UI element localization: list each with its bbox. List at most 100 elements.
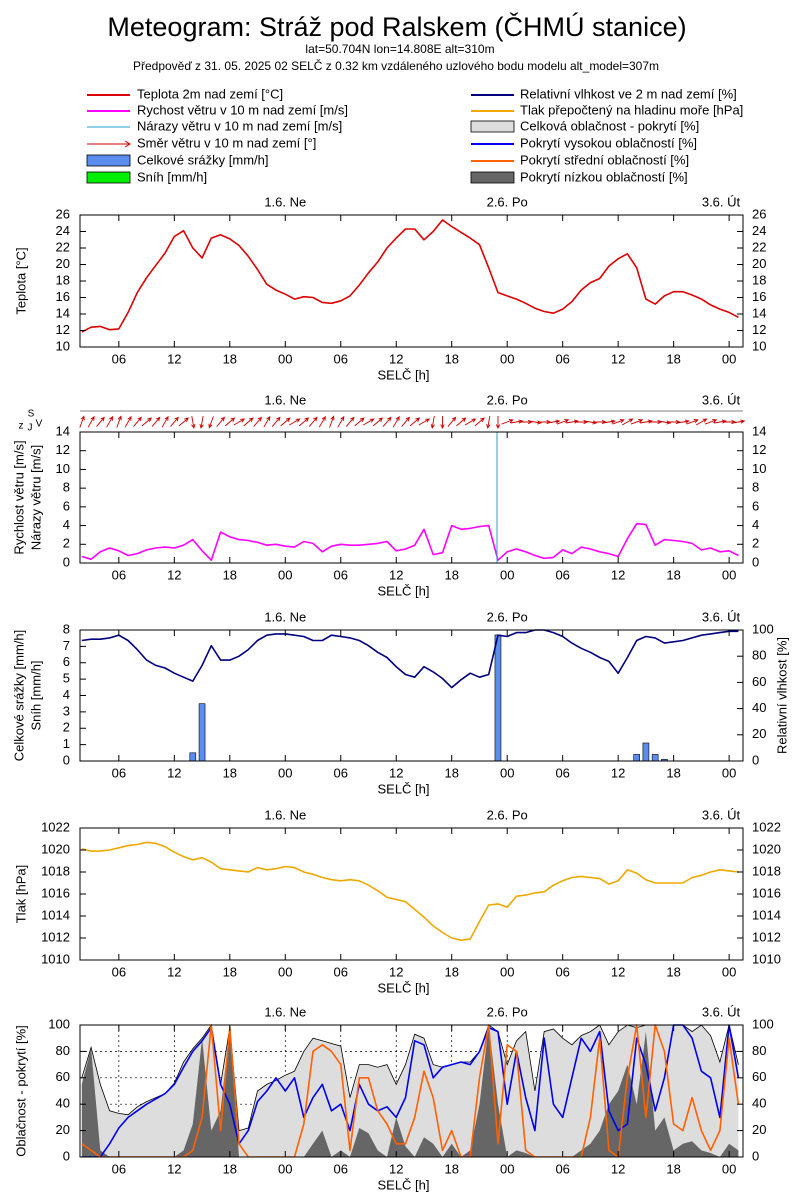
compass-letter: z <box>19 421 24 432</box>
wind-arrow <box>528 420 542 425</box>
wind-arrow <box>584 420 598 425</box>
y-tick-label: 100 <box>48 1016 70 1031</box>
y-tick-label-right: 0 <box>752 1148 759 1163</box>
plot-area <box>81 1024 740 1157</box>
legend-label: Relativní vlhkost ve 2 m nad zemí [%] <box>520 86 737 101</box>
y-tick-label: 20 <box>56 256 70 271</box>
y-tick-label: 1012 <box>41 929 70 944</box>
y-tick-label: 14 <box>56 423 70 438</box>
wind-arrow <box>486 416 491 429</box>
x-tick-label: 12 <box>167 1161 181 1176</box>
x-tick-label: 00 <box>278 964 292 979</box>
day-label: 1.6. Ne <box>264 609 306 624</box>
wind-arrow <box>418 418 431 426</box>
y-tick-label-right: 0 <box>752 554 759 569</box>
y-tick-label-right: 1012 <box>752 929 781 944</box>
wind-arrow <box>510 419 524 424</box>
y-tick-label-right: 40 <box>752 1096 766 1111</box>
wind-arrow <box>216 416 226 427</box>
y-tick-label-right: 14 <box>752 305 766 320</box>
plot-frame <box>79 629 744 762</box>
wind-arrow <box>456 417 467 427</box>
day-label: 2.6. Po <box>487 392 528 407</box>
y-tick-label: 80 <box>56 1043 70 1058</box>
plot-area <box>81 629 739 761</box>
x-axis-label: SELČ [h] <box>377 980 429 995</box>
x-tick-label: 12 <box>389 765 403 780</box>
wind-arrow <box>308 416 318 427</box>
y-tick-label: 4 <box>63 687 70 702</box>
precip-bar <box>651 754 659 761</box>
x-tick-label: 06 <box>112 1161 126 1176</box>
legend-swatch <box>470 120 515 133</box>
y-tick-label-right: 14 <box>752 423 766 438</box>
y-tick-label: 5 <box>63 671 70 686</box>
legend-label: Pokrytí střední oblačností [%] <box>520 152 689 167</box>
compass-letter: J <box>28 423 33 434</box>
x-tick-label: 18 <box>223 1161 237 1176</box>
x-tick-label: 06 <box>334 964 348 979</box>
y-tick-label: 1022 <box>41 819 70 834</box>
wind-arrow <box>474 417 485 427</box>
legend-label: Směr větru v 10 m nad zemí [°] <box>137 135 316 150</box>
wind-arrow <box>695 418 708 426</box>
plot-frame <box>79 214 744 348</box>
wind-arrow <box>271 416 281 427</box>
x-tick-label: 00 <box>500 567 514 582</box>
subtitle: Předpověď z 31. 05. 2025 02 SELČ z 0.32 … <box>133 58 659 73</box>
plot-area <box>81 219 739 333</box>
legend-swatch <box>87 140 131 148</box>
wind-arrow <box>79 415 85 428</box>
y-tick-label: 1 <box>63 736 70 751</box>
x-tick-label: 12 <box>611 765 625 780</box>
y2-tick-label: 20 <box>752 726 766 741</box>
wind-arrow <box>565 419 579 424</box>
wind-arrow <box>676 419 690 424</box>
x-tick-label: 18 <box>444 567 458 582</box>
y-tick-label: 1016 <box>41 885 70 900</box>
precip-bar <box>633 754 640 761</box>
x-tick-label: 00 <box>722 765 736 780</box>
x-tick-label: 18 <box>223 964 237 979</box>
x-tick-label: 06 <box>334 567 348 582</box>
wind-arrow <box>686 419 699 425</box>
wind-arrow <box>329 415 335 428</box>
y-tick-label-right: 20 <box>752 1122 766 1137</box>
y-axis-label: Sníh [mm/h] <box>28 660 43 730</box>
wind-arrow <box>233 418 246 426</box>
y-tick-label: 3 <box>63 703 70 718</box>
wind-arrow <box>639 419 653 424</box>
subtitle: lat=50.704N lon=14.808E alt=310m <box>305 42 494 56</box>
legend-label: Celková oblačnost - pokrytí [%] <box>520 118 699 133</box>
series-line <box>81 841 739 941</box>
x-tick-label: 00 <box>278 765 292 780</box>
x-tick-label: 18 <box>666 351 680 366</box>
y-tick-label-right: 1010 <box>752 951 781 966</box>
wind-arrow <box>151 416 161 427</box>
y-tick-label: 2 <box>63 536 70 551</box>
y-tick-label: 12 <box>56 322 70 337</box>
y-tick-label-right: 10 <box>752 338 766 353</box>
x-tick-label: 06 <box>112 964 126 979</box>
wind-arrow <box>392 415 400 428</box>
x-tick-label: 12 <box>611 567 625 582</box>
x-axis-label: SELČ [h] <box>377 583 429 598</box>
y-tick-label: 8 <box>63 621 70 636</box>
precip-bar <box>198 703 206 761</box>
y-tick-label-right: 24 <box>752 223 766 238</box>
y-tick-label: 10 <box>56 461 70 476</box>
y-tick-label-right: 8 <box>752 480 759 495</box>
day-label: 3.6. Út <box>702 392 741 407</box>
y-tick-label: 24 <box>56 223 70 238</box>
wind-arrow <box>495 416 501 430</box>
x-axis-label: SELČ [h] <box>377 1177 429 1192</box>
y-tick-label-right: 1016 <box>752 885 781 900</box>
y-tick-label-right: 1020 <box>752 841 781 856</box>
series-line <box>81 219 739 333</box>
day-label: 2.6. Po <box>487 1004 528 1019</box>
x-tick-label: 06 <box>112 567 126 582</box>
y-tick-label: 14 <box>56 305 70 320</box>
y-tick-label: 0 <box>63 1148 70 1163</box>
y-tick-label: 1018 <box>41 863 70 878</box>
wind-arrow <box>191 416 196 429</box>
